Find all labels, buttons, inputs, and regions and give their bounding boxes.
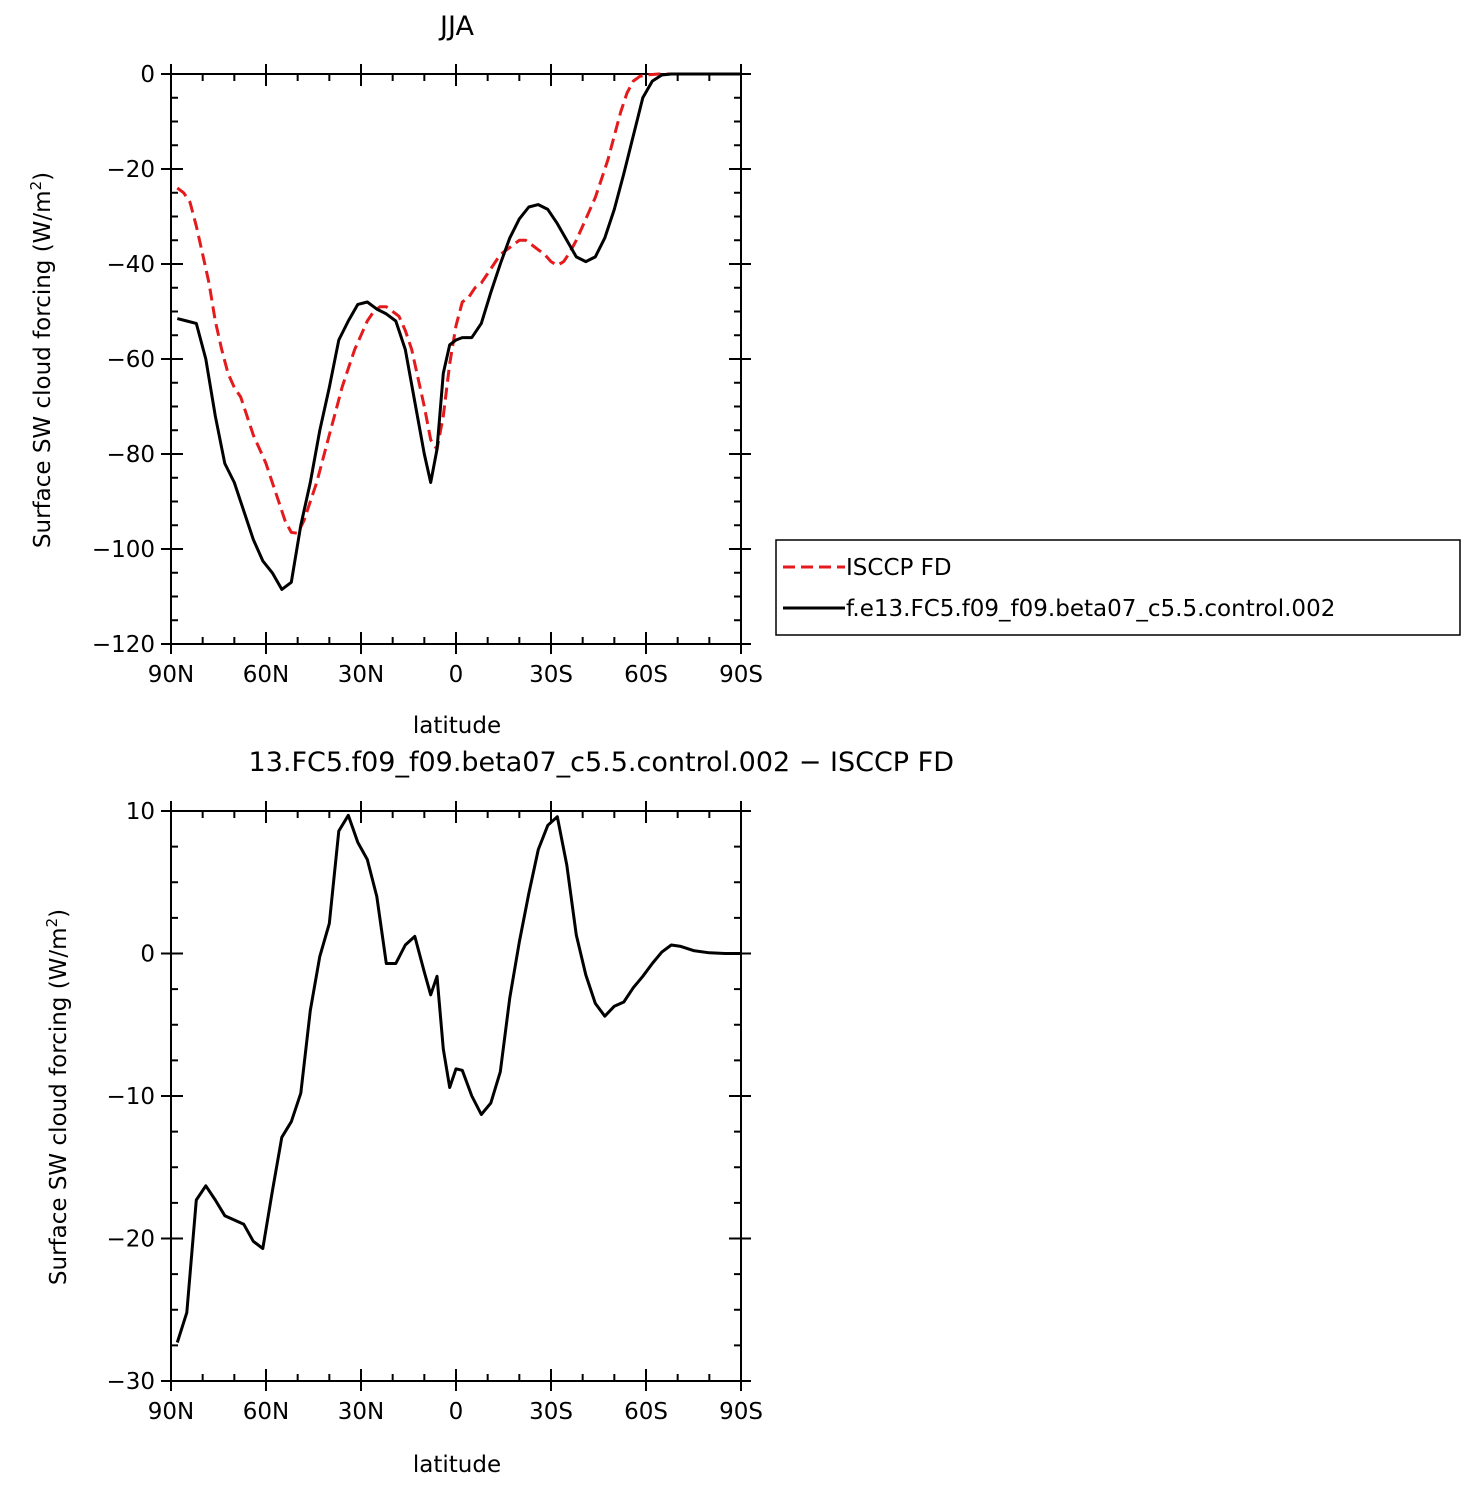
bottom-y-tick-label: −30 <box>106 1369 155 1395</box>
bottom-y-tick-label: 0 <box>140 942 155 968</box>
top-y-tick-label: −20 <box>106 157 155 183</box>
top-x-axis-label: latitude <box>413 713 501 739</box>
top-y-tick-label: −40 <box>106 252 155 278</box>
top-plot-area: 90N 60N 30N 0 30S 60S 90S 0 −20 −40 −60 −80 −100 −120 <box>92 62 763 688</box>
top-y-tick-label: 0 <box>140 62 155 88</box>
bottom-x-tick-label: 0 <box>449 1399 464 1425</box>
bottom-y-axis-label: Surface SW cloud forcing (W/m2) <box>43 909 72 1285</box>
top-y-axis-label: Surface SW cloud forcing (W/m2) <box>27 172 56 548</box>
bottom-x-tick-label: 60N <box>243 1399 289 1425</box>
top-x-tick-label: 60N <box>243 662 289 688</box>
bottom-x-tick-label: 90N <box>148 1399 194 1425</box>
bottom-y-axis-label-sup: 2 <box>43 918 61 928</box>
top-y-axis-label-sup: 2 <box>27 181 45 191</box>
legend-label-isccp: ISCCP FD <box>846 555 952 581</box>
bottom-series-line-0 <box>175 813 741 1343</box>
top-x-tick-label: 60S <box>624 662 668 688</box>
top-y-tick-label: −120 <box>92 632 155 658</box>
top-panel: JJA 90N 60N 30N 0 30S 60S 90S 0 −20 −40 −60 −80 −100… <box>27 11 763 739</box>
top-series-line-0 <box>176 72 741 535</box>
bottom-panel: 13.FC5.f09_f09.beta07_c5.5.control.002 −… <box>43 747 954 1478</box>
bottom-y-tick-label: −10 <box>106 1084 155 1110</box>
top-plot-frame <box>170 73 742 645</box>
bottom-y-tick-label: 10 <box>126 799 155 825</box>
bottom-y-tick-label: −20 <box>106 1227 155 1253</box>
bottom-x-axis-label: latitude <box>413 1452 501 1478</box>
top-series-line-1 <box>176 72 741 591</box>
legend: ISCCP FD f.e13.FC5.f09_f09.beta07_c5.5.c… <box>775 539 1461 636</box>
top-x-tick-label: 90N <box>148 662 194 688</box>
bottom-chart-title: 13.FC5.f09_f09.beta07_c5.5.control.002 −… <box>249 747 954 778</box>
top-chart-title: JJA <box>438 11 474 42</box>
top-x-tick-label: 0 <box>449 662 464 688</box>
bottom-plot-frame <box>170 810 742 1382</box>
top-y-tick-label: −100 <box>92 537 155 563</box>
top-y-axis-label-main: Surface SW cloud forcing (W/m <box>30 190 56 548</box>
top-y-tick-label: −80 <box>106 442 155 468</box>
bottom-x-tick-label: 30N <box>338 1399 384 1425</box>
bottom-x-tick-label: 60S <box>624 1399 668 1425</box>
bottom-y-axis-label-main: Surface SW cloud forcing (W/m <box>46 927 72 1285</box>
legend-box <box>775 539 1461 636</box>
top-x-tick-label: 30N <box>338 662 384 688</box>
bottom-x-tick-label: 90S <box>719 1399 763 1425</box>
bottom-plot-area: 90N 60N 30N 0 30S 60S 90S 10 0 −10 −20 −30 <box>106 799 762 1425</box>
top-x-tick-label: 90S <box>719 662 763 688</box>
legend-label-model: f.e13.FC5.f09_f09.beta07_c5.5.control.00… <box>846 596 1335 622</box>
top-y-tick-label: −60 <box>106 347 155 373</box>
top-x-tick-label: 30S <box>529 662 573 688</box>
bottom-x-tick-label: 30S <box>529 1399 573 1425</box>
top-y-axis-label-close: ) <box>30 172 56 181</box>
bottom-y-axis-label-close: ) <box>46 909 72 918</box>
